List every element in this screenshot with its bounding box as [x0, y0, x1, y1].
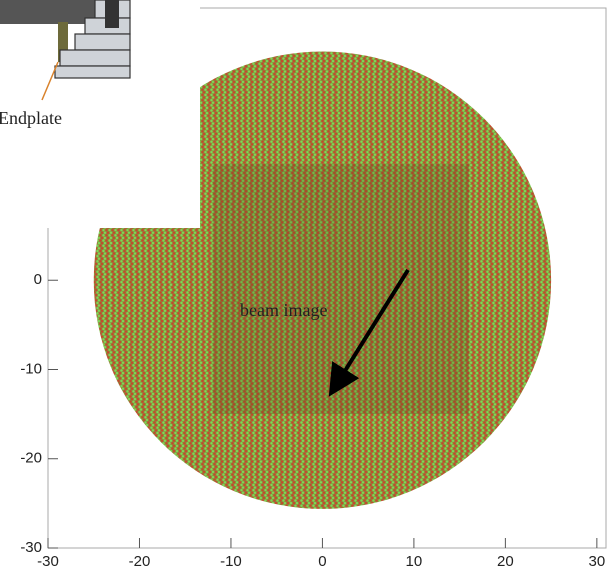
chart: -30-20-100102030-30-20-100102030beam ima… [0, 0, 612, 574]
inset: Endplate [0, 0, 200, 228]
x-tick-label: -20 [129, 553, 151, 570]
y-tick-label: -20 [20, 450, 42, 467]
y-tick-label: -30 [20, 539, 42, 556]
inset-part [105, 0, 119, 28]
x-tick-label: 30 [589, 553, 606, 570]
inset-block [60, 50, 130, 66]
x-tick-label: 0 [318, 553, 326, 570]
annotation: beam image [240, 300, 327, 320]
x-tick-label: 20 [497, 553, 514, 570]
x-tick-label: 10 [406, 553, 423, 570]
y-tick-label: 0 [34, 271, 42, 288]
y-tick-label: -10 [20, 360, 42, 377]
inset-label: Endplate [0, 108, 62, 128]
x-tick-label: -10 [220, 553, 242, 570]
inset-part [0, 0, 95, 24]
inset-block [75, 34, 130, 50]
inset-block [55, 66, 130, 78]
